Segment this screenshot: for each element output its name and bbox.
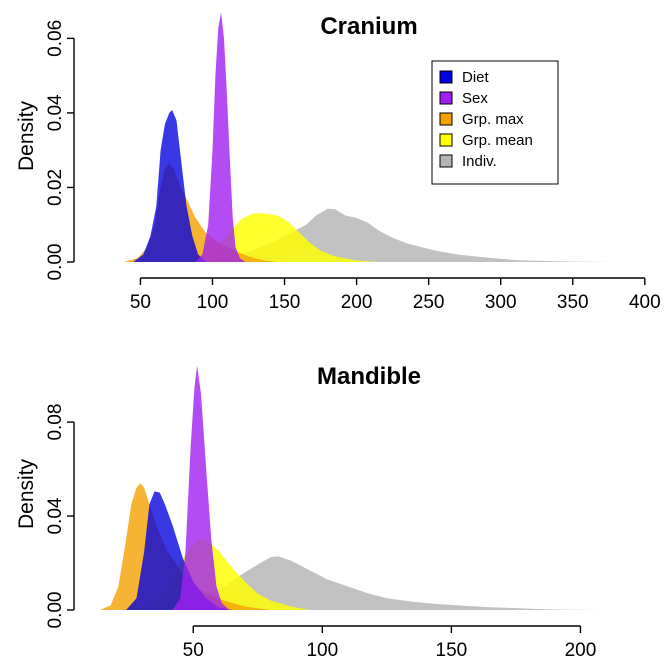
cranium-x-tick-label: 250	[413, 292, 445, 313]
cranium-y-tick-label: 0.04	[45, 94, 66, 131]
cranium-axes: 50 100 150 200 250 300 350 400 0.00 0.02 0.04 0.06	[45, 20, 661, 313]
cranium-y-tick-label: 0.06	[45, 20, 66, 57]
legend-swatch-sex	[439, 91, 453, 105]
mandible-title: Mandible	[317, 363, 421, 390]
mandible-y-tick-label: 0.04	[45, 497, 66, 534]
cranium-x-tick-label: 400	[629, 292, 661, 313]
mandible-panel: Mandible Density 50 100 150 200 0.00 0.04 0.08	[15, 363, 607, 661]
legend-label-diet: Diet	[462, 69, 490, 86]
mandible-density-diet	[126, 491, 232, 610]
cranium-density-areas	[123, 12, 616, 263]
cranium-x-tick-label: 50	[130, 292, 151, 313]
mandible-y-tick-label: 0.00	[45, 592, 66, 629]
mandible-x-tick-label: 200	[565, 640, 597, 661]
cranium-x-tick-label: 300	[485, 292, 517, 313]
cranium-y-tick-label: 0.00	[45, 244, 66, 281]
mandible-y-tick-label: 0.08	[45, 404, 66, 441]
mandible-y-axis-label: Density	[15, 458, 38, 529]
mandible-x-tick-label: 50	[183, 640, 204, 661]
legend-box	[431, 60, 559, 185]
legend-label-grp-mean: Grp. mean	[462, 132, 533, 149]
legend-swatch-grp-max	[439, 112, 453, 126]
legend-swatch-indiv	[439, 154, 453, 168]
cranium-panel: Cranium Density 50 100 150 200 250 300 350 400 0…	[15, 12, 661, 313]
cranium-y-axis-label: Density	[15, 100, 38, 171]
legend-label-indiv: Indiv.	[462, 153, 497, 170]
legend-swatch-diet	[439, 70, 453, 84]
cranium-title: Cranium	[320, 13, 417, 40]
mandible-axes: 50 100 150 200 0.00 0.04 0.08	[45, 404, 596, 661]
mandible-x-tick-label: 150	[436, 640, 468, 661]
legend-label-grp-max: Grp. max	[462, 111, 524, 128]
cranium-x-tick-label: 150	[269, 292, 301, 313]
cranium-density-sex	[195, 12, 246, 262]
cranium-x-tick-label: 200	[341, 292, 373, 313]
cranium-x-tick-label: 350	[557, 292, 589, 313]
legend: Diet Sex Grp. max Grp. mean Indiv.	[431, 60, 559, 185]
mandible-density-sex	[172, 365, 230, 610]
legend-label-sex: Sex	[462, 90, 488, 107]
cranium-y-tick-label: 0.02	[45, 169, 66, 206]
cranium-density-diet	[133, 109, 207, 263]
mandible-density-areas	[100, 365, 607, 610]
mandible-x-tick-label: 100	[306, 640, 338, 661]
cranium-x-tick-label: 100	[197, 292, 229, 313]
legend-swatch-grp-mean	[439, 133, 453, 147]
